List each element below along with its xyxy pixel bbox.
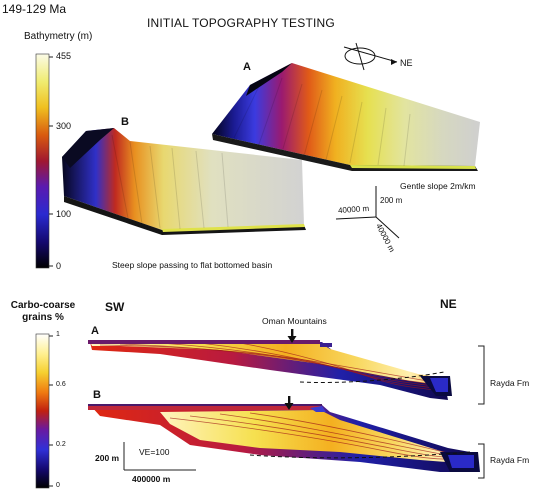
- bathymetry-colorbar-label: Bathymetry (m): [24, 31, 93, 42]
- section-b-cross-section: [88, 404, 480, 472]
- bathymetry-tick: 0: [56, 261, 62, 271]
- grains-colorbar-label-line: Carbo-coarse: [10, 300, 76, 311]
- rayda-fm-label-b: Rayda Fm: [490, 455, 530, 465]
- horizontal-scale-label: 400000 m: [132, 474, 171, 484]
- bathymetry-tick: 300: [56, 121, 72, 131]
- oman-mountains-label: Oman Mountains: [262, 316, 327, 326]
- rayda-fm-label-a: Rayda Fm: [490, 378, 530, 388]
- model-a-label: A: [243, 61, 251, 73]
- grains-colorbar-label: Carbo-coarse grains %: [0, 300, 86, 324]
- grains-tick: 0.2: [56, 441, 66, 448]
- model-b-label: B: [121, 116, 129, 128]
- bathymetry-tick: 100: [56, 209, 72, 219]
- section-b-label: B: [93, 389, 101, 401]
- model-b-surface: [62, 128, 306, 235]
- grains-tick: 1: [56, 331, 60, 338]
- age-range-label: 149-129 Ma: [2, 2, 67, 16]
- compass-icon: [343, 42, 398, 71]
- grains-tick: 0: [56, 482, 60, 489]
- section-a-cross-section: [88, 340, 452, 400]
- ne-direction-label: NE: [440, 297, 457, 311]
- grains-colorbar-label-line: grains %: [22, 312, 64, 323]
- vertical-scale-label: 200 m: [95, 453, 120, 463]
- model-a-caption: Gentle slope 2m/km: [400, 181, 476, 191]
- scale-bars: [123, 442, 196, 471]
- sw-direction-label: SW: [105, 300, 125, 314]
- grains-tick: 0.6: [56, 381, 66, 388]
- oman-arrow-icon: [287, 329, 297, 343]
- vertical-exaggeration-label: VE=100: [139, 447, 170, 457]
- figure-title: INITIAL TOPOGRAPHY TESTING: [147, 16, 335, 30]
- rayda-bracket-a: [478, 345, 485, 405]
- axes-triad-z-label: 200 m: [380, 196, 403, 205]
- compass-direction: NE: [400, 58, 413, 68]
- rayda-bracket-b: [478, 443, 485, 479]
- section-a-label: A: [91, 325, 99, 337]
- section-b-arrow-icon: [284, 396, 294, 410]
- bathymetry-tick: 455: [56, 51, 72, 61]
- axes-triad-icon: [335, 186, 400, 239]
- model-b-caption: Steep slope passing to flat bottomed bas…: [112, 260, 273, 270]
- model-a-surface: [212, 63, 480, 171]
